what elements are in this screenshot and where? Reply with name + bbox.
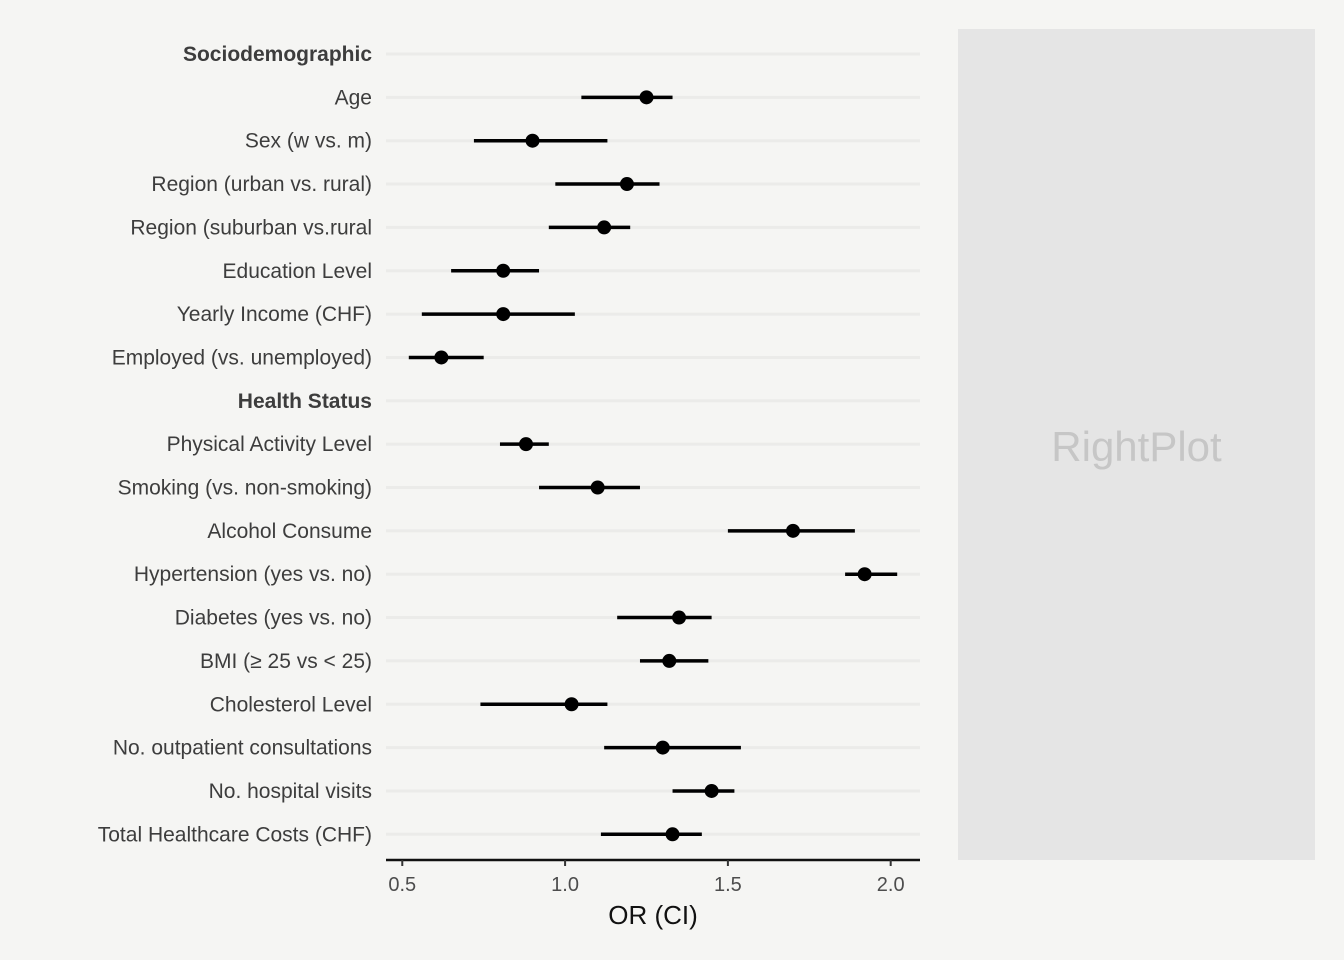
row-label: Region (urban vs. rural) (151, 173, 372, 196)
or-point (665, 827, 680, 842)
row-label: Education Level (223, 260, 372, 283)
or-point (496, 263, 511, 278)
right-plot-label: RightPlot (1051, 423, 1222, 470)
or-point (672, 610, 687, 625)
row-label: Age (335, 86, 372, 109)
plot-marks (408, 90, 898, 842)
row-label: Region (suburban vs.rural (130, 216, 372, 239)
or-point (786, 523, 801, 538)
row-label: Yearly Income (CHF) (177, 303, 372, 326)
x-tick-label: 0.5 (388, 874, 416, 896)
x-axis-ticks: 0.5 1.0 1.5 2.0 (388, 860, 905, 896)
row-label: Diabetes (yes vs. no) (175, 607, 372, 630)
gridlines (386, 52, 920, 836)
or-point (655, 740, 670, 755)
x-axis-title: OR (CI) (608, 900, 698, 930)
or-point (662, 653, 677, 668)
or-point (639, 90, 654, 105)
x-tick-label: 2.0 (877, 874, 905, 896)
or-point (564, 697, 579, 712)
or-point (704, 783, 719, 798)
row-label: Physical Activity Level (167, 433, 372, 456)
or-point (434, 350, 449, 365)
row-label: Total Healthcare Costs (CHF) (98, 823, 372, 846)
right-plot-panel (958, 29, 1315, 860)
or-point (857, 567, 872, 582)
or-point (590, 480, 605, 495)
row-label: BMI (≥ 25 vs < 25) (200, 650, 372, 673)
row-label: Hypertension (yes vs. no) (134, 563, 372, 586)
or-point (597, 220, 612, 235)
row-label: Alcohol Consume (207, 520, 372, 543)
section-header-label: Sociodemographic (183, 43, 372, 66)
x-tick-label: 1.5 (714, 874, 742, 896)
row-label: Sex (w vs. m) (245, 130, 372, 153)
or-point (619, 177, 634, 192)
row-label: No. outpatient consultations (113, 737, 372, 760)
row-label: Smoking (vs. non-smoking) (118, 477, 372, 500)
x-tick-label: 1.0 (551, 874, 579, 896)
or-point (519, 437, 534, 452)
section-header-label: Health Status (238, 390, 372, 413)
row-labels: Sociodemographic Age Sex (w vs. m) Region (… (98, 43, 373, 846)
or-point (496, 307, 511, 322)
or-point (525, 133, 540, 148)
row-label: No. hospital visits (209, 780, 372, 803)
row-label: Employed (vs. unemployed) (112, 346, 372, 369)
row-label: Cholesterol Level (210, 693, 372, 716)
